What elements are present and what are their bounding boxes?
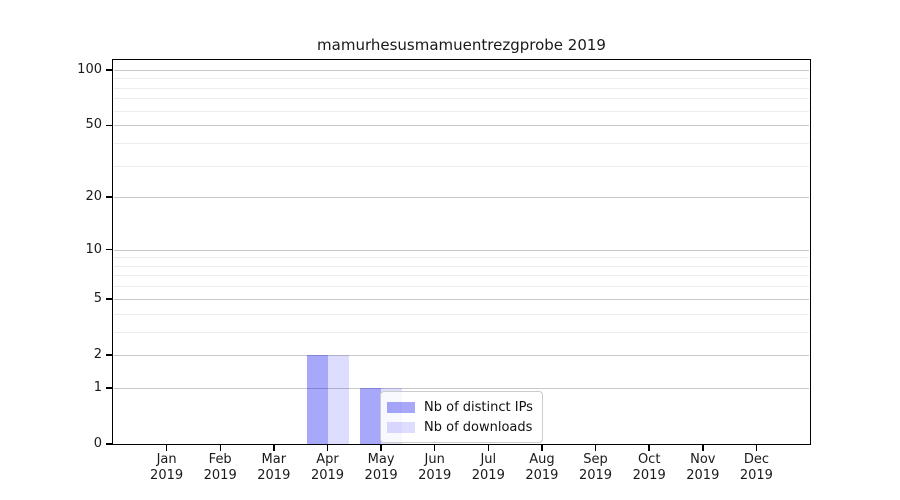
x-tick-label: Oct 2019 (619, 452, 679, 483)
legend-entry: Nb of downloads (387, 417, 533, 437)
x-tick-label: May 2019 (351, 452, 411, 483)
y-tick-mark (106, 298, 113, 300)
x-tick-label: Apr 2019 (298, 452, 358, 483)
bar-nb-of-distinct-ips-apr (306, 354, 328, 444)
minor-gridline (114, 257, 809, 259)
legend: Nb of distinct IPs Nb of downloads (380, 391, 543, 443)
y-tick-label: 0 (93, 436, 102, 451)
x-tick-year: 2019 (578, 467, 613, 483)
x-tick-label: Mar 2019 (244, 452, 304, 483)
y-tick-label: 100 (77, 61, 102, 77)
major-gridline (114, 387, 809, 389)
legend-label: Nb of downloads (424, 419, 533, 435)
x-tick-month: Oct (637, 452, 661, 467)
x-tick-year: 2019 (203, 467, 237, 483)
legend-swatch-nb-of-downloads (387, 421, 415, 433)
x-tick-mark (165, 444, 168, 451)
x-tick-year: 2019 (150, 467, 184, 483)
chart-title: mamurhesusmamuentrezgprobe 2019 (317, 36, 606, 54)
y-tick-mark (106, 387, 113, 389)
minor-gridline (114, 165, 809, 167)
minor-gridline (114, 286, 809, 288)
major-gridline (114, 354, 809, 356)
x-tick-mark (433, 444, 436, 451)
x-tick-mark (380, 444, 382, 451)
x-tick-month: Dec (743, 452, 769, 467)
minor-gridline (114, 78, 809, 80)
x-tick-month: Nov (690, 452, 716, 467)
legend-label: Nb of distinct IPs (424, 399, 533, 415)
bar-nb-of-downloads-apr (327, 354, 349, 444)
minor-gridline (114, 98, 809, 100)
minor-gridline (114, 331, 809, 333)
x-tick-year: 2019 (525, 467, 559, 483)
x-tick-year: 2019 (686, 467, 720, 483)
x-tick-month: Sep (583, 452, 608, 467)
x-tick-label: Dec 2019 (726, 452, 786, 483)
minor-gridline (114, 275, 809, 277)
y-tick-mark (106, 443, 113, 445)
x-tick-month: Apr (316, 452, 339, 467)
x-tick-label: Jul 2019 (458, 452, 518, 483)
major-gridline (114, 249, 809, 251)
x-tick-label: Feb 2019 (190, 452, 250, 483)
x-tick-label: Jun 2019 (405, 452, 465, 483)
x-tick-mark (594, 444, 597, 451)
x-tick-year: 2019 (739, 467, 773, 483)
x-tick-label: Nov 2019 (673, 452, 733, 483)
x-tick-year: 2019 (257, 467, 291, 483)
x-tick-year: 2019 (418, 467, 452, 483)
bar-nb-of-distinct-ips-may (360, 387, 382, 444)
x-tick-month: Jun (424, 452, 445, 467)
y-tick-mark (106, 196, 113, 198)
x-tick-mark (755, 444, 758, 451)
x-tick-year: 2019 (364, 467, 398, 483)
y-tick-label: 50 (85, 117, 102, 133)
x-tick-mark (541, 444, 543, 451)
major-gridline (114, 197, 809, 199)
legend-entry: Nb of distinct IPs (387, 397, 533, 417)
y-tick-label: 2 (93, 346, 102, 362)
x-tick-mark (326, 444, 329, 451)
x-tick-mark (702, 444, 704, 451)
minor-gridline (114, 313, 809, 315)
minor-gridline (114, 110, 809, 112)
y-tick-label: 10 (85, 241, 102, 257)
major-gridline (114, 69, 809, 71)
y-tick-mark (106, 248, 113, 251)
y-tick-mark (106, 69, 113, 71)
x-tick-year: 2019 (632, 467, 666, 483)
x-tick-label: Aug 2019 (512, 452, 572, 483)
x-tick-month: Aug (529, 452, 555, 467)
x-tick-year: 2019 (471, 467, 505, 483)
legend-swatch-nb-of-distinct-ips (387, 401, 415, 413)
minor-gridline (114, 142, 809, 144)
x-tick-month: May (367, 452, 395, 467)
y-tick-label: 20 (85, 189, 102, 205)
x-tick-mark (648, 444, 650, 451)
major-gridline (114, 125, 809, 127)
y-tick-mark (106, 124, 113, 126)
minor-gridline (114, 87, 809, 89)
y-tick-label: 1 (93, 379, 102, 395)
y-tick-mark (106, 354, 113, 356)
major-gridline (114, 298, 809, 300)
x-tick-month: Mar (261, 452, 287, 467)
x-tick-label: Sep 2019 (566, 452, 626, 483)
x-tick-label: Jan 2019 (137, 452, 197, 483)
x-tick-mark (487, 444, 490, 451)
minor-gridline (114, 265, 809, 267)
x-tick-mark (273, 444, 275, 451)
y-tick-label: 5 (93, 290, 102, 306)
x-tick-month: Feb (208, 452, 232, 467)
x-tick-month: Jan (156, 452, 177, 467)
x-tick-year: 2019 (310, 467, 345, 483)
x-tick-mark (219, 444, 221, 451)
x-tick-month: Jul (480, 452, 497, 467)
